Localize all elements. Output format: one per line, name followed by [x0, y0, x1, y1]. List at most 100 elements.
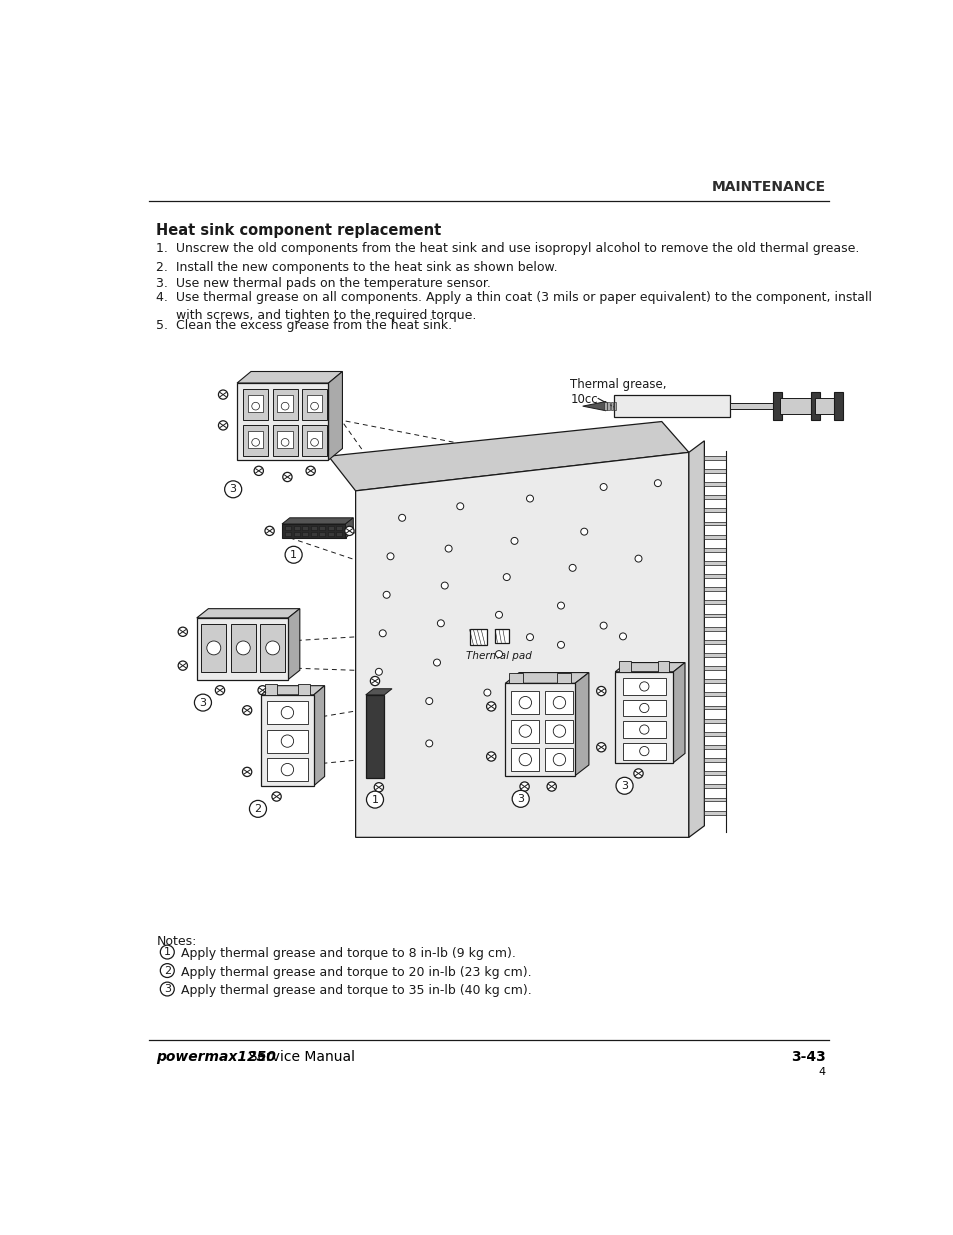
Bar — [511, 720, 538, 742]
Bar — [277, 431, 293, 448]
Bar — [703, 482, 725, 487]
Polygon shape — [365, 689, 392, 695]
Bar — [511, 748, 538, 771]
Bar — [703, 666, 725, 671]
Bar — [618, 661, 630, 672]
Circle shape — [486, 752, 496, 761]
Circle shape — [553, 697, 565, 709]
Bar — [810, 393, 819, 420]
Circle shape — [379, 630, 386, 637]
Circle shape — [249, 800, 266, 818]
Bar — [267, 730, 307, 752]
Circle shape — [441, 582, 448, 589]
Bar — [703, 495, 725, 499]
Bar — [703, 810, 725, 815]
Circle shape — [618, 632, 626, 640]
Bar — [319, 531, 325, 536]
Text: 3: 3 — [230, 484, 236, 494]
Circle shape — [526, 634, 533, 641]
Circle shape — [654, 479, 660, 487]
Text: Service Manual: Service Manual — [240, 1050, 355, 1063]
Polygon shape — [288, 609, 299, 679]
Bar — [273, 425, 297, 456]
Bar — [282, 524, 345, 537]
Bar — [328, 526, 334, 530]
Circle shape — [553, 725, 565, 737]
Circle shape — [436, 620, 444, 626]
Bar — [285, 531, 291, 536]
Circle shape — [160, 963, 174, 977]
Circle shape — [207, 641, 220, 655]
Text: Notes:: Notes: — [156, 935, 196, 948]
Bar — [703, 521, 725, 525]
Bar — [311, 531, 316, 536]
Circle shape — [658, 668, 664, 676]
Bar — [285, 526, 291, 530]
Text: Thermal pad: Thermal pad — [465, 651, 531, 661]
Bar — [469, 630, 486, 645]
Circle shape — [236, 641, 250, 655]
Circle shape — [633, 769, 642, 778]
Bar — [328, 531, 334, 536]
Text: 1: 1 — [290, 550, 296, 559]
Circle shape — [445, 545, 452, 552]
Circle shape — [224, 480, 241, 498]
Circle shape — [599, 622, 606, 629]
Circle shape — [569, 564, 576, 572]
Bar — [615, 672, 673, 763]
Bar — [703, 574, 725, 578]
Circle shape — [596, 687, 605, 695]
Bar — [703, 732, 725, 736]
Text: 3: 3 — [199, 698, 206, 708]
Circle shape — [306, 466, 315, 475]
Bar — [302, 531, 308, 536]
Text: 4.  Use thermal grease on all components. Apply a thin coat (3 mils or paper equ: 4. Use thermal grease on all components.… — [156, 291, 872, 322]
Bar — [703, 679, 725, 683]
Bar — [545, 748, 573, 771]
Circle shape — [483, 689, 491, 697]
Bar — [703, 772, 725, 776]
Circle shape — [639, 704, 648, 713]
Polygon shape — [328, 372, 342, 461]
Polygon shape — [355, 452, 688, 837]
Bar — [622, 678, 665, 695]
Text: 1: 1 — [164, 947, 171, 957]
Text: 1.  Unscrew the old components from the heat sink and use isopropyl alcohol to r: 1. Unscrew the old components from the h… — [156, 242, 859, 256]
Bar — [622, 699, 665, 716]
Bar — [815, 399, 838, 414]
Bar — [307, 431, 322, 448]
Circle shape — [486, 701, 496, 711]
Bar — [703, 653, 725, 657]
Circle shape — [281, 438, 289, 446]
Bar — [545, 692, 573, 714]
Text: Apply thermal grease and torque to 8 in-lb (9 kg cm).: Apply thermal grease and torque to 8 in-… — [181, 947, 516, 961]
Text: 1: 1 — [371, 794, 378, 805]
Text: 3: 3 — [620, 781, 627, 790]
Bar — [335, 531, 342, 536]
Bar — [703, 614, 725, 618]
Bar — [294, 526, 299, 530]
Bar — [231, 624, 255, 672]
Bar — [703, 561, 725, 564]
Bar — [365, 695, 384, 778]
Circle shape — [387, 553, 394, 559]
Circle shape — [456, 503, 463, 510]
Bar — [511, 692, 538, 714]
Bar — [613, 395, 729, 417]
Bar — [703, 719, 725, 722]
Circle shape — [511, 537, 517, 545]
Circle shape — [266, 641, 279, 655]
Polygon shape — [261, 685, 324, 695]
Bar — [703, 745, 725, 748]
Bar — [545, 720, 573, 742]
Polygon shape — [328, 421, 688, 490]
Text: 2: 2 — [254, 804, 261, 814]
Circle shape — [253, 466, 263, 475]
Bar — [277, 395, 293, 411]
Bar — [703, 784, 725, 788]
Bar — [622, 721, 665, 739]
Circle shape — [215, 685, 224, 695]
Text: 4: 4 — [818, 1067, 825, 1077]
Circle shape — [281, 735, 294, 747]
Polygon shape — [505, 673, 588, 683]
